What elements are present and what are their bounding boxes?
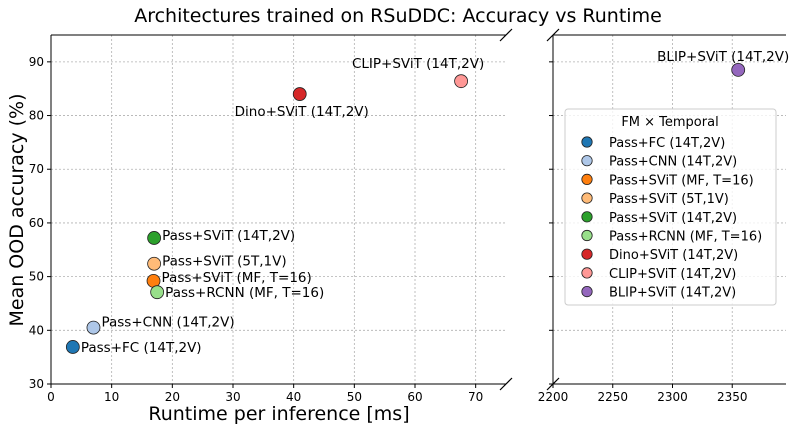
legend-marker	[581, 173, 593, 185]
data-label: Pass+SViT (5T,1V)	[162, 254, 286, 270]
data-label: Pass+SViT (14T,2V)	[162, 228, 295, 244]
x-tick-label: 60	[407, 390, 422, 404]
axis-break-mark	[499, 28, 513, 42]
legend-entry-label: Pass+SViT (MF, T=16)	[609, 173, 754, 188]
legend: FM × Temporal Pass+FC (14T,2V) Pass+CNN (…	[564, 108, 777, 306]
x-tick-label: 50	[347, 390, 362, 404]
legend-entry-label: Pass+RCNN (MF, T=16)	[609, 230, 762, 245]
y-axis-title: Mean OOD accuracy (%)	[6, 93, 28, 326]
legend-title: FM × Temporal	[621, 115, 718, 130]
x-tick-label-right: 2300	[657, 390, 688, 404]
legend-marker	[581, 248, 593, 260]
data-label: Pass+CNN (14T,2V)	[101, 315, 234, 331]
data-point	[65, 340, 80, 354]
point-layer	[65, 63, 746, 354]
y-tick-label: 40	[29, 323, 44, 337]
data-point	[86, 320, 101, 335]
x-tick-label-right: 2350	[717, 390, 748, 404]
chart-title: Architectures trained on RSuDDC: Accurac…	[134, 5, 662, 27]
legend-marker	[581, 155, 593, 167]
legend-entry-label: Pass+SViT (5T,1V)	[609, 192, 729, 207]
data-label: BLIP+SViT (14T,2V)	[657, 49, 789, 65]
legend-entry-label: BLIP+SViT (14T,2V)	[609, 286, 736, 301]
y-tick-label: 70	[29, 162, 44, 176]
x-tick-label-right: 2200	[538, 390, 569, 404]
x-axis-title: Runtime per inference [ms]	[148, 403, 409, 425]
legend-entry-label: CLIP+SViT (14T,2V)	[609, 267, 736, 282]
legend-items: Pass+FC (14T,2V) Pass+CNN (14T,2V) Pass+SV…	[581, 136, 762, 301]
data-point	[147, 231, 162, 245]
y-tick-label: 80	[29, 109, 44, 123]
frame-layer	[50, 28, 786, 391]
data-label: CLIP+SViT (14T,2V)	[352, 56, 484, 72]
x-tick-label: 0	[47, 390, 55, 404]
legend-marker	[581, 285, 593, 298]
y-tick-label: 30	[29, 377, 44, 391]
x-tick-label-right: 2250	[597, 390, 628, 404]
axis-break-mark	[499, 377, 513, 391]
legend-entry-label: Dino+SViT (14T,2V)	[609, 248, 738, 263]
data-point	[292, 87, 307, 101]
legend-box	[564, 108, 777, 306]
legend-marker	[581, 229, 593, 242]
data-label: Pass+RCNN (MF, T=16)	[165, 285, 324, 301]
data-label: Pass+FC (14T,2V)	[81, 340, 202, 356]
legend-marker	[581, 267, 593, 279]
x-tick-label: 40	[286, 390, 301, 404]
legend-marker	[581, 136, 593, 148]
data-point	[454, 74, 469, 89]
legend-marker	[581, 192, 593, 204]
data-label: Pass+SViT (MF, T=16)	[162, 270, 312, 286]
x-tick-label: 70	[468, 390, 483, 404]
data-point	[150, 285, 165, 300]
legend-entry-label: Pass+FC (14T,2V)	[609, 136, 725, 151]
y-tick-label: 60	[29, 216, 44, 230]
tick-layer: 30 40 50 60 70 80 90 0 10 20 30 40 50 60 70 2200 2250 230…	[29, 55, 748, 404]
data-point	[731, 63, 746, 77]
x-tick-label: 30	[225, 390, 240, 404]
data-label: Dino+SViT (14T,2V)	[235, 104, 369, 120]
legend-marker	[581, 211, 593, 223]
label-layer: Pass+FC (14T,2V) Pass+CNN (14T,2V) Pass+SV…	[81, 49, 789, 356]
x-tick-label: 10	[104, 390, 119, 404]
x-tick-label: 20	[165, 390, 180, 404]
y-tick-label: 90	[29, 55, 44, 69]
legend-entry-label: Pass+CNN (14T,2V)	[609, 155, 737, 170]
data-point	[147, 256, 162, 271]
legend-entry-label: Pass+SViT (14T,2V)	[609, 211, 737, 226]
y-tick-label: 50	[29, 270, 44, 284]
axis-break-mark	[546, 28, 560, 42]
